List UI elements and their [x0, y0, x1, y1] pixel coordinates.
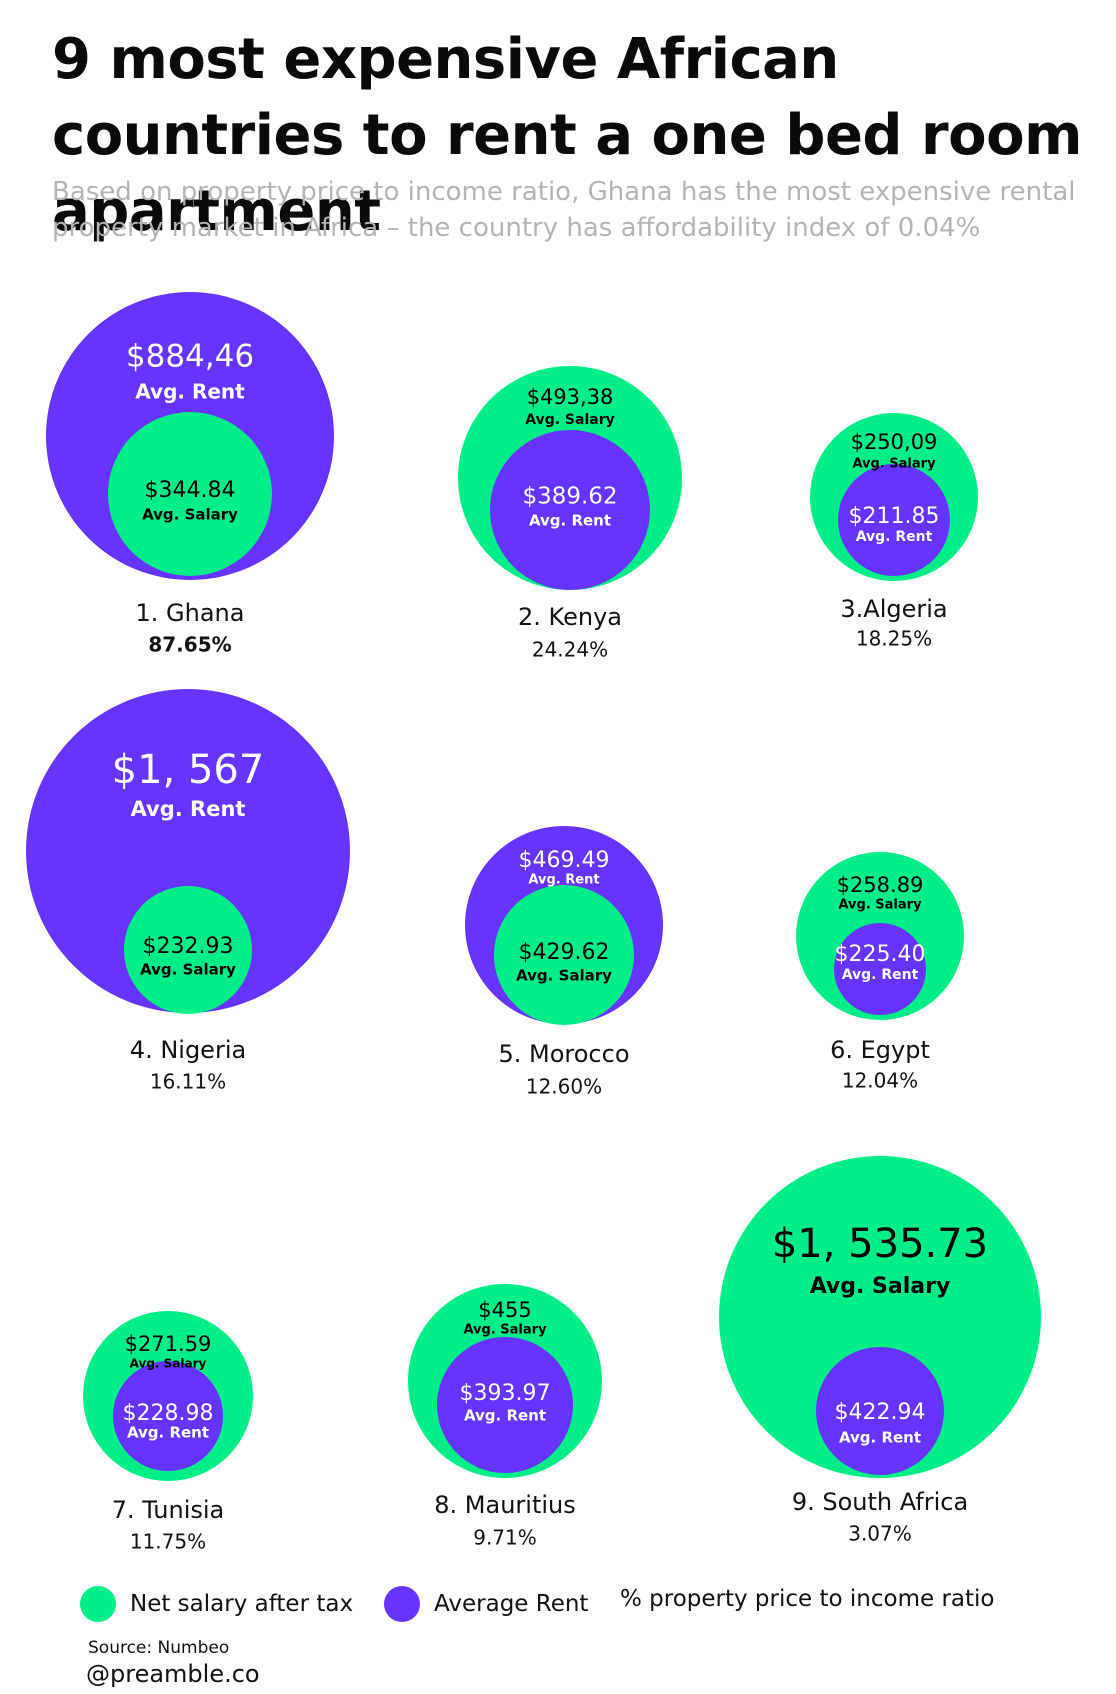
south-africa-inner-value: $422.94: [835, 1400, 926, 1425]
mauritius-inner-value: $393.97: [460, 1381, 551, 1406]
tunisia-inner-value: $228.98: [123, 1401, 214, 1426]
algeria-inner-value: $211.85: [849, 504, 940, 529]
legend-salary: Net salary after tax: [80, 1586, 353, 1622]
legend-rent-swatch: [384, 1586, 420, 1622]
algeria-inner-bubble: [838, 464, 950, 576]
algeria-ratio-label: 18.25%: [856, 627, 932, 651]
mauritius-outer-value: $455: [478, 1298, 531, 1322]
ghana-inner-caption: Avg. Salary: [142, 506, 238, 524]
south-africa-outer-value: $1, 535.73: [772, 1221, 988, 1267]
chart-title: 9 most expensive African countries to re…: [52, 27, 1082, 244]
south-africa-outer-caption: Avg. Salary: [810, 1274, 951, 1299]
kenya-ratio-label: 24.24%: [532, 638, 608, 662]
tunisia-outer-caption: Avg. Salary: [130, 1357, 207, 1371]
author-handle: @preamble.co: [86, 1660, 260, 1688]
egypt-inner-bubble: [834, 923, 926, 1015]
tunisia-country-label: 7. Tunisia: [112, 1496, 225, 1524]
tunisia-ratio-label: 11.75%: [130, 1530, 206, 1554]
egypt-outer-caption: Avg. Salary: [838, 898, 922, 913]
south-africa-inner-bubble: [816, 1347, 944, 1475]
south-africa-ratio-label: 3.07%: [848, 1522, 912, 1546]
legend-rent-label: Average Rent: [434, 1591, 589, 1617]
tunisia-outer-value: $271.59: [125, 1332, 212, 1356]
nigeria-inner-bubble: [124, 886, 252, 1014]
kenya-country-label: 2. Kenya: [518, 603, 622, 631]
south-africa-outer-bubble: [719, 1156, 1041, 1478]
morocco-outer-value: $469.49: [519, 848, 610, 873]
nigeria-outer-bubble: [26, 689, 350, 1013]
egypt-country-label: 6. Egypt: [830, 1036, 930, 1064]
tunisia-inner-bubble: [113, 1361, 223, 1471]
morocco-ratio-label: 12.60%: [526, 1075, 602, 1099]
algeria-outer-caption: Avg. Salary: [852, 457, 936, 472]
legend-salary-label: Net salary after tax: [130, 1591, 354, 1617]
ghana-inner-value: $344.84: [145, 478, 236, 503]
egypt-inner-caption: Avg. Rent: [842, 967, 919, 983]
egypt-outer-value: $258.89: [837, 873, 924, 897]
nigeria-inner-caption: Avg. Salary: [140, 961, 236, 979]
ghana-outer-caption: Avg. Rent: [135, 380, 245, 404]
source-note: Source: Numbeo: [88, 1638, 230, 1658]
egypt-ratio-label: 12.04%: [842, 1069, 918, 1093]
nigeria-outer-caption: Avg. Rent: [131, 797, 246, 821]
mauritius-country-label: 8. Mauritius: [434, 1491, 575, 1519]
algeria-outer-value: $250,09: [851, 430, 938, 454]
algeria-country-label: 3.Algeria: [840, 595, 947, 623]
nigeria-outer-value: $1, 567: [112, 747, 265, 793]
nigeria-country-label: 4. Nigeria: [130, 1036, 246, 1064]
mauritius-inner-bubble: [437, 1337, 573, 1473]
tunisia-inner-caption: Avg. Rent: [127, 1424, 209, 1442]
nigeria-ratio-label: 16.11%: [150, 1070, 226, 1094]
legend-rent: Average Rent: [384, 1586, 588, 1622]
morocco-outer-caption: Avg. Rent: [528, 873, 599, 888]
mauritius-outer-caption: Avg. Salary: [463, 1323, 547, 1338]
mauritius-inner-caption: Avg. Rent: [464, 1407, 546, 1425]
ghana-inner-bubble: [108, 412, 272, 576]
south-africa-inner-caption: Avg. Rent: [839, 1429, 921, 1447]
kenya-inner-bubble: [490, 430, 650, 590]
mauritius-ratio-label: 9.71%: [473, 1526, 537, 1550]
morocco-inner-caption: Avg. Salary: [516, 967, 612, 985]
morocco-country-label: 5. Morocco: [498, 1040, 629, 1068]
kenya-outer-value: $493,38: [527, 385, 614, 409]
kenya-inner-value: $389.62: [522, 484, 617, 510]
algeria-inner-caption: Avg. Rent: [856, 529, 933, 545]
legend-ratio-label: % property price to income ratio: [620, 1586, 995, 1612]
chart-subtitle: Based on property price to income ratio,…: [52, 177, 1076, 243]
morocco-inner-bubble: [494, 885, 634, 1025]
kenya-outer-caption: Avg. Salary: [525, 412, 614, 428]
south-africa-country-label: 9. South Africa: [792, 1488, 968, 1516]
ghana-outer-value: $884,46: [126, 339, 254, 375]
ghana-ratio-label: 87.65%: [148, 633, 231, 657]
legend-ratio: % property price to income ratio: [620, 1586, 994, 1612]
morocco-inner-value: $429.62: [519, 940, 610, 965]
ghana-country-label: 1. Ghana: [136, 599, 245, 627]
kenya-inner-caption: Avg. Rent: [529, 512, 611, 530]
nigeria-inner-value: $232.93: [143, 934, 234, 959]
egypt-inner-value: $225.40: [835, 942, 926, 967]
legend-salary-swatch: [80, 1586, 116, 1622]
